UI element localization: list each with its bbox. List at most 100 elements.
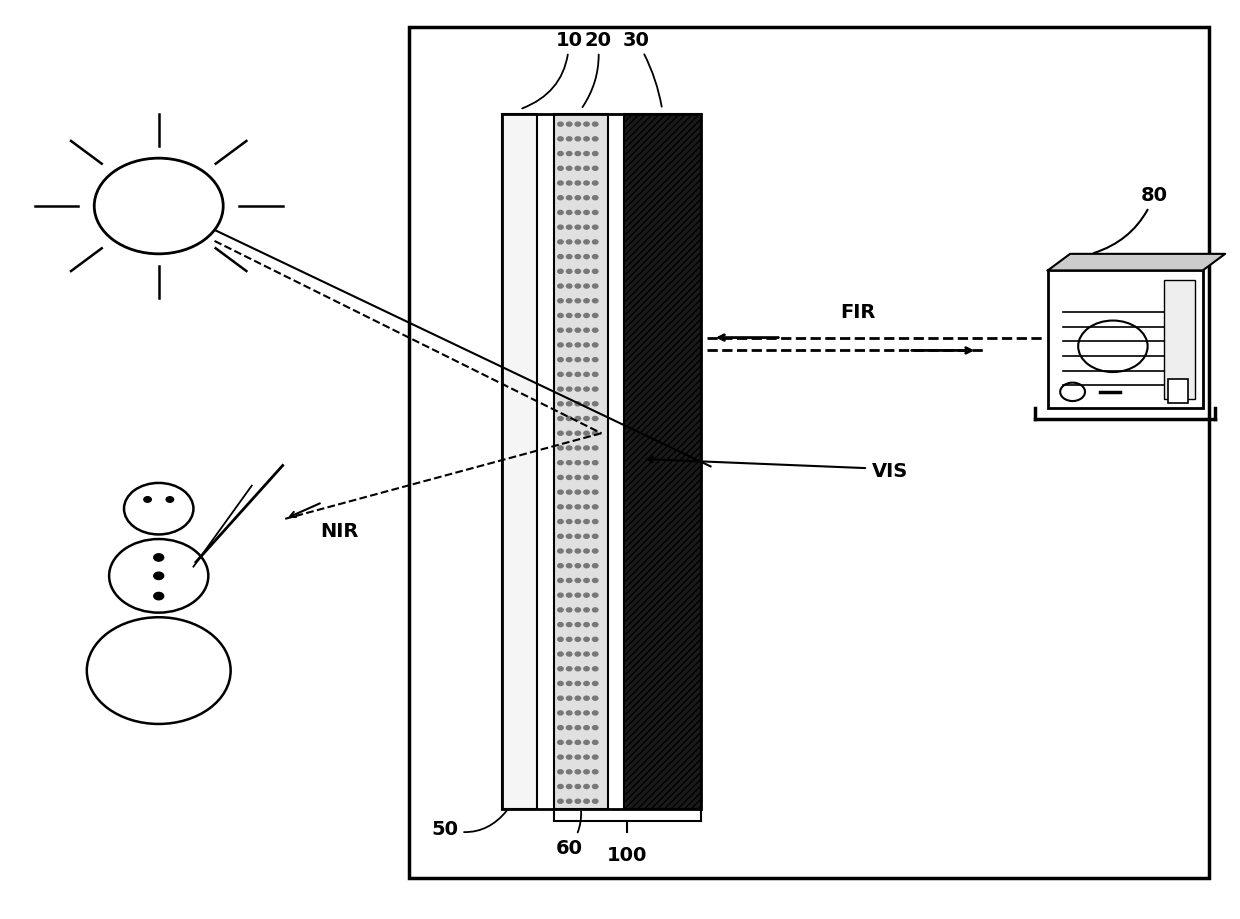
- Circle shape: [558, 226, 563, 230]
- Circle shape: [575, 608, 580, 612]
- Circle shape: [584, 344, 589, 347]
- Circle shape: [558, 682, 563, 686]
- Circle shape: [593, 535, 598, 539]
- Circle shape: [584, 417, 589, 421]
- Circle shape: [144, 497, 151, 503]
- Circle shape: [567, 535, 572, 539]
- Circle shape: [584, 329, 589, 333]
- Circle shape: [567, 785, 572, 789]
- Circle shape: [575, 770, 580, 774]
- Circle shape: [567, 652, 572, 656]
- Bar: [624, 115, 701, 809]
- Circle shape: [575, 388, 580, 391]
- Circle shape: [558, 711, 563, 715]
- Circle shape: [558, 138, 563, 142]
- Circle shape: [584, 594, 589, 597]
- Circle shape: [593, 329, 598, 333]
- Text: NIR: NIR: [320, 522, 358, 540]
- Circle shape: [584, 623, 589, 627]
- Circle shape: [593, 197, 598, 200]
- Circle shape: [584, 535, 589, 539]
- Circle shape: [558, 447, 563, 450]
- Circle shape: [593, 770, 598, 774]
- Circle shape: [558, 123, 563, 127]
- Circle shape: [567, 388, 572, 391]
- Circle shape: [558, 358, 563, 362]
- Circle shape: [575, 417, 580, 421]
- Circle shape: [575, 285, 580, 289]
- Circle shape: [567, 667, 572, 671]
- Circle shape: [593, 505, 598, 509]
- Circle shape: [584, 153, 589, 156]
- Circle shape: [567, 741, 572, 744]
- Circle shape: [567, 153, 572, 156]
- Circle shape: [593, 652, 598, 656]
- Circle shape: [575, 652, 580, 656]
- Circle shape: [584, 785, 589, 789]
- Bar: [1164, 280, 1195, 400]
- Circle shape: [584, 652, 589, 656]
- Circle shape: [584, 403, 589, 406]
- Circle shape: [558, 741, 563, 744]
- Circle shape: [584, 432, 589, 436]
- Circle shape: [558, 755, 563, 759]
- Circle shape: [593, 711, 598, 715]
- Circle shape: [558, 314, 563, 318]
- Circle shape: [558, 417, 563, 421]
- Circle shape: [575, 697, 580, 700]
- Circle shape: [567, 329, 572, 333]
- Circle shape: [575, 755, 580, 759]
- Circle shape: [584, 182, 589, 186]
- Text: 60: 60: [556, 811, 583, 857]
- Circle shape: [575, 403, 580, 406]
- Circle shape: [567, 550, 572, 553]
- Bar: [502, 115, 537, 809]
- Circle shape: [584, 564, 589, 568]
- Circle shape: [593, 755, 598, 759]
- Circle shape: [575, 682, 580, 686]
- Circle shape: [558, 182, 563, 186]
- Circle shape: [584, 491, 589, 494]
- Circle shape: [575, 535, 580, 539]
- Circle shape: [558, 403, 563, 406]
- Circle shape: [575, 138, 580, 142]
- Circle shape: [558, 270, 563, 274]
- Circle shape: [575, 255, 580, 259]
- Circle shape: [567, 505, 572, 509]
- Circle shape: [567, 520, 572, 524]
- Circle shape: [154, 554, 164, 562]
- Circle shape: [593, 344, 598, 347]
- Circle shape: [575, 711, 580, 715]
- Bar: [1048, 271, 1203, 409]
- Circle shape: [567, 197, 572, 200]
- Circle shape: [584, 638, 589, 641]
- Circle shape: [567, 182, 572, 186]
- Circle shape: [584, 741, 589, 744]
- Circle shape: [593, 800, 598, 803]
- Circle shape: [584, 123, 589, 127]
- Circle shape: [567, 358, 572, 362]
- Circle shape: [567, 138, 572, 142]
- Circle shape: [558, 211, 563, 215]
- Circle shape: [584, 300, 589, 303]
- Circle shape: [558, 520, 563, 524]
- Circle shape: [575, 638, 580, 641]
- Circle shape: [567, 447, 572, 450]
- Circle shape: [558, 505, 563, 509]
- Text: 10: 10: [522, 31, 583, 109]
- Circle shape: [584, 314, 589, 318]
- Circle shape: [575, 476, 580, 480]
- Circle shape: [558, 373, 563, 377]
- Circle shape: [593, 358, 598, 362]
- Circle shape: [567, 711, 572, 715]
- Circle shape: [593, 138, 598, 142]
- Circle shape: [558, 344, 563, 347]
- Circle shape: [584, 211, 589, 215]
- Circle shape: [558, 667, 563, 671]
- Circle shape: [575, 461, 580, 465]
- Circle shape: [584, 270, 589, 274]
- Circle shape: [593, 241, 598, 244]
- Circle shape: [593, 726, 598, 730]
- Circle shape: [567, 476, 572, 480]
- Circle shape: [558, 608, 563, 612]
